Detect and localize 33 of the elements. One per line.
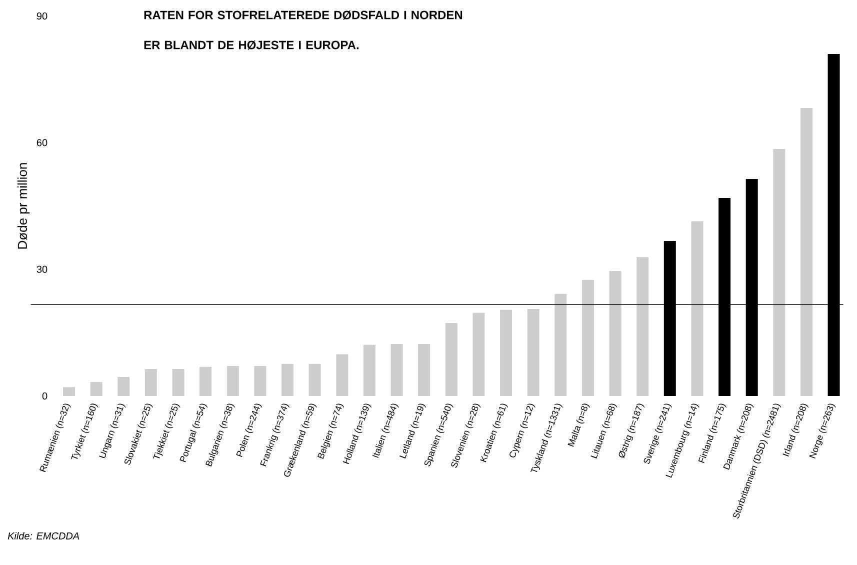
bar bbox=[118, 376, 130, 396]
bar bbox=[63, 387, 76, 396]
bar bbox=[500, 310, 512, 396]
bar bbox=[445, 322, 458, 396]
bar bbox=[226, 366, 239, 396]
bar bbox=[691, 221, 704, 396]
bar bbox=[582, 280, 594, 396]
x-tick-label: Malta (n=8) bbox=[568, 404, 590, 447]
bar bbox=[308, 364, 321, 396]
y-tick-label: 90 bbox=[36, 12, 48, 20]
bar bbox=[254, 366, 266, 396]
bar bbox=[527, 309, 540, 396]
bar bbox=[172, 368, 184, 396]
bar bbox=[472, 312, 485, 396]
bar bbox=[390, 344, 403, 396]
y-tick-label: 30 bbox=[36, 266, 48, 273]
bar bbox=[200, 366, 212, 396]
bar bbox=[609, 271, 622, 396]
y-tick-label: 0 bbox=[42, 392, 48, 400]
text: Kilde: EMCDDA bbox=[8, 532, 80, 540]
bar bbox=[144, 368, 157, 396]
bar bbox=[418, 344, 430, 396]
y-tick-label: 60 bbox=[36, 139, 48, 146]
bar bbox=[336, 354, 348, 396]
y-axis-title: Døde pr million bbox=[17, 163, 30, 249]
bar bbox=[800, 108, 812, 396]
bar bbox=[363, 344, 376, 396]
bar bbox=[90, 382, 102, 396]
bar bbox=[282, 364, 294, 396]
bar bbox=[773, 149, 786, 396]
chart-title: RATEN FOR STOFRELATEREDE DØDSFALD I NORDEN ER BLANDT DE HØJESTE I EUROPA. bbox=[144, 10, 462, 50]
bar bbox=[554, 294, 567, 396]
bar bbox=[636, 257, 649, 396]
